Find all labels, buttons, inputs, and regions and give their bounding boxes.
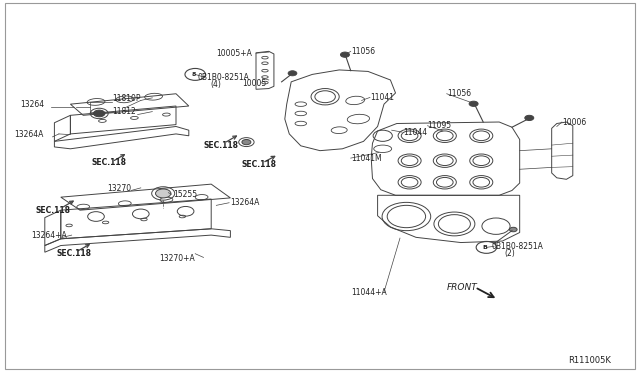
Text: 13264: 13264 [20,100,45,109]
Circle shape [340,52,349,57]
Text: 0B1B0-8251A: 0B1B0-8251A [197,73,249,82]
Text: 13270: 13270 [108,184,132,193]
Text: 15255: 15255 [173,190,197,199]
Text: 13264+A: 13264+A [31,231,67,240]
Text: 11041M: 11041M [351,154,381,163]
Circle shape [288,71,297,76]
Text: 8: 8 [192,72,196,77]
Text: 13270+A: 13270+A [159,254,195,263]
Text: FRONT: FRONT [447,283,477,292]
Text: SEC.118: SEC.118 [35,206,70,215]
Text: 10005: 10005 [242,79,266,88]
Text: 11095: 11095 [428,121,452,130]
Circle shape [93,110,105,117]
Text: B: B [483,245,488,250]
Text: 11044+A: 11044+A [351,288,387,296]
Text: 11812: 11812 [112,107,136,116]
Text: 13264A: 13264A [230,198,260,207]
Text: 10005+A: 10005+A [216,49,252,58]
Text: (2): (2) [504,249,515,258]
Text: 11056: 11056 [351,47,375,56]
Text: 0B1B0-8251A: 0B1B0-8251A [492,242,543,251]
Text: 10006: 10006 [562,118,586,126]
Text: (4): (4) [210,80,221,89]
Text: R111005K: R111005K [568,356,611,365]
Text: 11044: 11044 [403,128,428,137]
Circle shape [525,115,534,121]
Circle shape [509,227,517,232]
Circle shape [242,140,251,145]
Text: 11041: 11041 [370,93,394,102]
Text: SEC.118: SEC.118 [242,160,277,169]
Circle shape [469,101,478,106]
Text: SEC.118: SEC.118 [92,158,127,167]
Text: SEC.118: SEC.118 [204,141,239,150]
Circle shape [156,189,171,198]
Text: SEC.118: SEC.118 [56,249,92,258]
Text: 11056: 11056 [447,89,471,98]
Text: 11810P: 11810P [112,94,141,103]
Text: 13264A: 13264A [14,130,44,139]
